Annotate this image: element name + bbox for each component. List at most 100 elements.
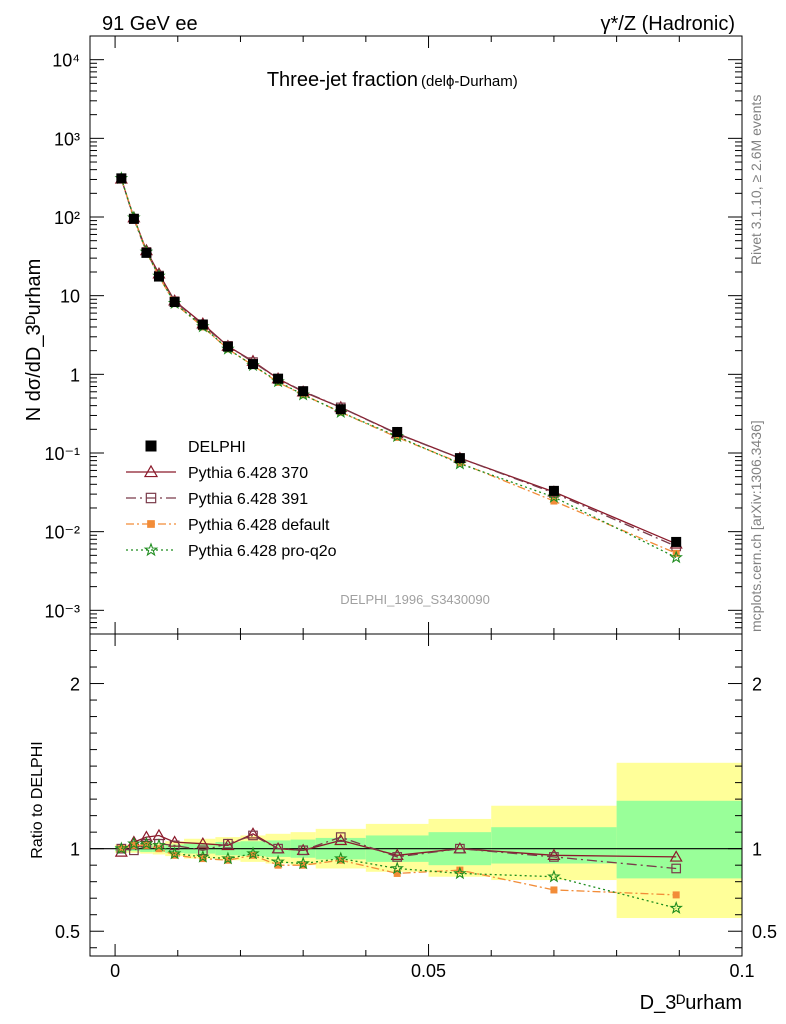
data-point: [335, 832, 346, 842]
data-point: [669, 550, 683, 564]
header-left: 91 GeV ee: [102, 13, 198, 35]
data-point: [671, 536, 682, 547]
y-tick-label-right: 1: [752, 840, 762, 860]
data-point: [147, 520, 155, 528]
main-plot-area: [114, 171, 683, 564]
y-tick-label: 2: [70, 675, 80, 695]
series-ratio-line: [121, 843, 677, 909]
legend-entry: Pythia 6.428 pro-q2o: [126, 542, 337, 560]
data-point: [455, 843, 465, 854]
legend-label: Pythia 6.428 pro-q2o: [188, 543, 337, 560]
data-point: [139, 836, 154, 850]
data-point: [456, 866, 464, 874]
series-main: [116, 173, 682, 547]
legend: DELPHI Pythia 6.428 370 Pythia 6.428 391 Py…: [126, 439, 337, 560]
y-tick-label: 10²: [54, 208, 80, 228]
data-point: [246, 827, 260, 839]
legend-label: DELPHI: [188, 439, 246, 456]
legend-entry: Pythia 6.428 default: [126, 517, 330, 534]
data-point: [549, 852, 559, 862]
data-point: [669, 900, 683, 914]
data-point: [221, 851, 235, 865]
data-point: [453, 866, 467, 880]
data-point: [153, 271, 164, 282]
chart-title: Three-jet fraction: [267, 69, 418, 91]
ratio-frame: [89, 633, 743, 957]
data-point: [274, 861, 282, 869]
data-point: [392, 852, 403, 862]
data-point: [145, 440, 157, 452]
y-tick-label: 0.5: [55, 922, 80, 942]
series-ratio-line: [120, 833, 677, 858]
data-point: [248, 830, 258, 841]
data-point: [139, 830, 153, 842]
data-point: [550, 886, 558, 894]
y-tick-label: 10: [60, 287, 80, 307]
data-point: [669, 850, 683, 862]
data-point: [550, 497, 558, 505]
main-panel: 10⁻³ 10⁻² 10⁻¹ 1 10 10² 10³ 10⁴ Three-jet fract…: [23, 35, 743, 635]
ratio-panel: 0 0.05 0.1 0.5 0.5 1 1 2 2 Ratio to DELPHI: [29, 633, 777, 981]
data-point: [114, 841, 129, 855]
header-right: γ*/Z (Hadronic): [601, 13, 735, 35]
legend-label: Pythia 6.428 391: [188, 491, 308, 508]
data-point: [196, 837, 210, 849]
legend-entry: DELPHI: [145, 439, 246, 456]
analysis-watermark: DELPHI_1996_S3430090: [340, 592, 490, 607]
data-point: [155, 845, 163, 853]
data-point: [143, 464, 159, 478]
data-point: [298, 845, 309, 856]
mcplots-label: mcplots.cern.ch [arXiv:1306.3436]: [748, 420, 764, 632]
data-point: [116, 173, 127, 184]
data-point: [152, 828, 166, 841]
y-tick-label: 10⁻³: [44, 601, 80, 621]
y-tick-label: 1: [70, 365, 80, 385]
data-point: [393, 433, 401, 441]
data-point: [548, 485, 559, 496]
data-point: [393, 869, 401, 877]
y-tick-label-right: 0.5: [752, 922, 777, 942]
data-point: [167, 846, 182, 860]
y-tick-label: 10⁴: [52, 51, 80, 71]
data-point: [390, 848, 404, 860]
data-point: [333, 851, 348, 865]
data-point: [197, 319, 208, 330]
band-inner: [491, 827, 617, 864]
y-tick-label: 10⁻¹: [44, 444, 80, 464]
data-point: [298, 386, 309, 397]
x-tick-label: 0.05: [411, 961, 446, 981]
data-point: [169, 297, 180, 308]
legend-entry: Pythia 6.428 391: [126, 491, 308, 508]
data-point: [671, 863, 682, 874]
series-line: [120, 178, 677, 545]
chart-subtitle: (delϕ-Durham): [421, 73, 518, 90]
main-axes: 10⁻³ 10⁻² 10⁻¹ 1 10 10² 10³ 10⁴: [44, 35, 743, 635]
band-inner: [616, 800, 742, 879]
y-tick-label: 10⁻²: [44, 523, 80, 543]
data-point: [547, 869, 561, 883]
data-point: [296, 856, 310, 870]
ratio-y-axis-label: Ratio to DELPHI: [29, 741, 46, 858]
data-point: [390, 861, 404, 875]
data-point: [222, 341, 233, 352]
y-tick-label-right: 2: [752, 675, 762, 695]
data-point: [223, 838, 233, 849]
x-tick-label: 0: [110, 961, 120, 981]
data-point: [273, 843, 283, 854]
data-point: [197, 845, 208, 856]
x-axis-label: D_3ᴰurham: [640, 992, 742, 1014]
data-point: [392, 426, 403, 437]
data-point: [143, 542, 159, 557]
series-ratio: [114, 836, 683, 914]
data-point: [334, 833, 348, 846]
data-point: [335, 404, 346, 415]
rivet-label: Rivet 3.1.10, ≥ 2.6M events: [748, 95, 764, 265]
data-point: [128, 213, 139, 224]
data-point: [271, 854, 285, 868]
data-point: [547, 848, 561, 860]
data-point: [127, 836, 141, 850]
data-point: [248, 359, 258, 370]
ratio-plot-area: [90, 762, 742, 919]
data-point: [145, 492, 157, 504]
y-tick-label: 10³: [54, 129, 80, 149]
